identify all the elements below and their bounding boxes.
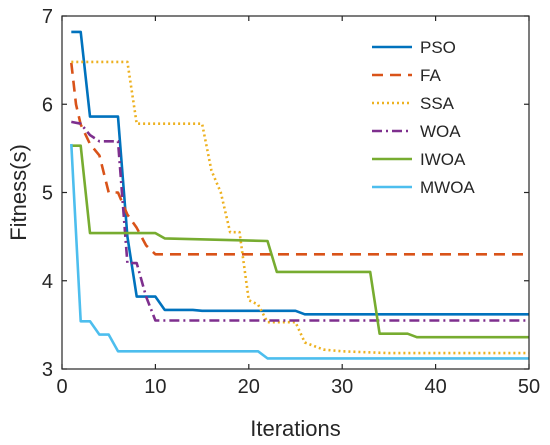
legend: PSO FA SSA WOA IWOA MWOA — [372, 38, 475, 197]
x-tick-label: 30 — [331, 376, 353, 398]
legend-label: FA — [420, 66, 441, 85]
x-tick-label: 0 — [56, 376, 67, 398]
y-tick-label: 5 — [42, 183, 53, 205]
series-lines — [70, 30, 529, 360]
series-line-ssa — [71, 60, 529, 355]
tick-labels: 0 10 20 30 40 50 3 4 5 6 7 — [42, 6, 540, 398]
x-axis-title: Iterations — [250, 416, 341, 441]
y-axis-title: Fitness(s) — [6, 144, 31, 241]
y-tick-label: 4 — [42, 271, 53, 293]
x-tick-label: 20 — [238, 376, 260, 398]
legend-item-mwoa: MWOA — [372, 178, 475, 197]
legend-item-pso: PSO — [372, 38, 456, 57]
x-tick-label: 10 — [144, 376, 166, 398]
legend-label: IWOA — [420, 150, 466, 169]
series-line-woa — [71, 120, 529, 322]
legend-label: PSO — [420, 38, 456, 57]
legend-item-woa: WOA — [372, 122, 461, 141]
legend-label: SSA — [420, 94, 455, 113]
series-line-mwoa — [70, 143, 529, 360]
x-tick-label: 40 — [424, 376, 446, 398]
legend-label: WOA — [420, 122, 461, 141]
legend-label: MWOA — [420, 178, 475, 197]
y-tick-label: 3 — [42, 359, 53, 381]
series-line-iwoa — [71, 144, 529, 339]
axes — [61, 15, 530, 370]
series-line-fa — [70, 62, 529, 256]
legend-item-fa: FA — [372, 66, 441, 85]
legend-item-iwoa: IWOA — [372, 150, 466, 169]
y-tick-label: 6 — [42, 94, 53, 116]
legend-item-ssa: SSA — [372, 94, 455, 113]
x-tick-label: 50 — [518, 376, 540, 398]
y-tick-label: 7 — [42, 6, 53, 28]
